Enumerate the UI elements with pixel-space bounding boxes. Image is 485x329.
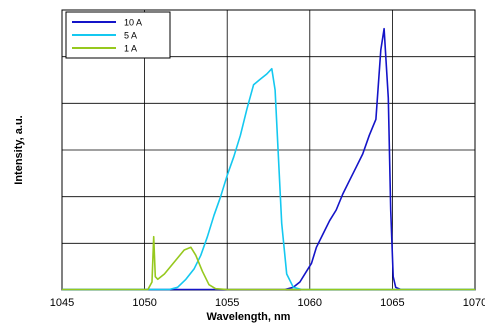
series-group: [62, 27, 475, 291]
x-tick-label: 1060: [298, 297, 322, 309]
legend-label: 1 A: [124, 44, 137, 54]
y-axis-label: Intensity, a.u.: [13, 115, 25, 184]
x-axis-ticks: 1045 1050 1055 1060 1065 1070: [50, 297, 485, 309]
series-line-0: [62, 27, 475, 291]
legend-label: 10 A: [124, 18, 142, 28]
x-tick-label: 1055: [215, 297, 239, 309]
legend: 10 A 5 A 1 A: [65, 11, 171, 59]
x-axis-label: Wavelength, nm: [207, 311, 291, 323]
x-tick-label: 1070: [463, 297, 485, 309]
legend-label: 5 A: [124, 31, 137, 41]
x-tick-label: 1050: [132, 297, 156, 309]
x-tick-label: 1065: [380, 297, 404, 309]
legend-box: [65, 11, 171, 59]
series-line-2: [62, 235, 475, 291]
series-line-1: [62, 67, 475, 291]
x-tick-label: 1045: [50, 297, 74, 309]
